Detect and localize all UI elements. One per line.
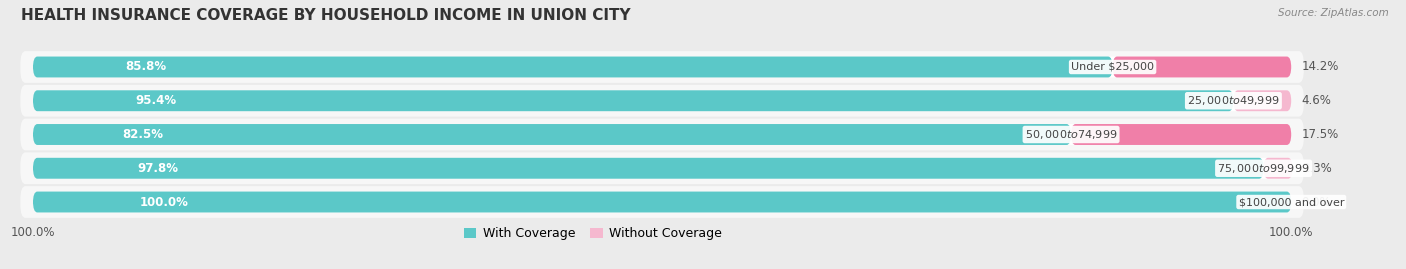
FancyBboxPatch shape xyxy=(20,51,1303,83)
Text: 14.2%: 14.2% xyxy=(1302,61,1339,73)
Text: 17.5%: 17.5% xyxy=(1302,128,1339,141)
Text: HEALTH INSURANCE COVERAGE BY HOUSEHOLD INCOME IN UNION CITY: HEALTH INSURANCE COVERAGE BY HOUSEHOLD I… xyxy=(21,8,631,23)
Legend: With Coverage, Without Coverage: With Coverage, Without Coverage xyxy=(458,222,727,245)
Text: $100,000 and over: $100,000 and over xyxy=(1239,197,1344,207)
Text: 95.4%: 95.4% xyxy=(135,94,176,107)
FancyBboxPatch shape xyxy=(1264,158,1292,179)
FancyBboxPatch shape xyxy=(20,153,1303,184)
FancyBboxPatch shape xyxy=(32,192,1291,213)
Text: Source: ZipAtlas.com: Source: ZipAtlas.com xyxy=(1278,8,1389,18)
Text: 100.0%: 100.0% xyxy=(139,196,188,208)
FancyBboxPatch shape xyxy=(32,124,1291,145)
Text: 85.8%: 85.8% xyxy=(125,61,167,73)
Text: $50,000 to $74,999: $50,000 to $74,999 xyxy=(1025,128,1118,141)
FancyBboxPatch shape xyxy=(20,85,1303,116)
FancyBboxPatch shape xyxy=(32,124,1071,145)
FancyBboxPatch shape xyxy=(32,90,1233,111)
FancyBboxPatch shape xyxy=(32,192,1291,213)
Text: $25,000 to $49,999: $25,000 to $49,999 xyxy=(1187,94,1279,107)
FancyBboxPatch shape xyxy=(1112,56,1291,77)
Text: 82.5%: 82.5% xyxy=(122,128,163,141)
Text: Under $25,000: Under $25,000 xyxy=(1071,62,1154,72)
Text: 0.0%: 0.0% xyxy=(1302,196,1331,208)
FancyBboxPatch shape xyxy=(20,186,1303,218)
FancyBboxPatch shape xyxy=(32,158,1291,179)
FancyBboxPatch shape xyxy=(1233,90,1291,111)
Text: 97.8%: 97.8% xyxy=(138,162,179,175)
FancyBboxPatch shape xyxy=(1071,124,1291,145)
FancyBboxPatch shape xyxy=(20,119,1303,150)
FancyBboxPatch shape xyxy=(32,90,1291,111)
Text: $75,000 to $99,999: $75,000 to $99,999 xyxy=(1218,162,1310,175)
Text: 4.6%: 4.6% xyxy=(1302,94,1331,107)
FancyBboxPatch shape xyxy=(32,56,1112,77)
FancyBboxPatch shape xyxy=(32,56,1291,77)
FancyBboxPatch shape xyxy=(32,158,1264,179)
Text: 2.3%: 2.3% xyxy=(1302,162,1333,175)
